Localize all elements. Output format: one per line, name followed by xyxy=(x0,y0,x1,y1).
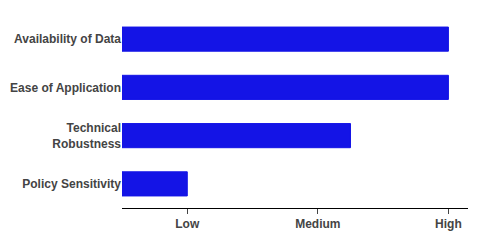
svg-text:Medium: Medium xyxy=(295,217,340,231)
svg-text:TechnicalRobustness: TechnicalRobustness xyxy=(52,121,121,151)
svg-text:Availability of Data: Availability of Data xyxy=(14,32,121,46)
svg-text:High: High xyxy=(435,217,462,231)
svg-text:Low: Low xyxy=(175,217,200,231)
svg-text:Ease of Application: Ease of Application xyxy=(10,81,121,95)
svg-text:Policy Sensitivity: Policy Sensitivity xyxy=(22,177,121,191)
